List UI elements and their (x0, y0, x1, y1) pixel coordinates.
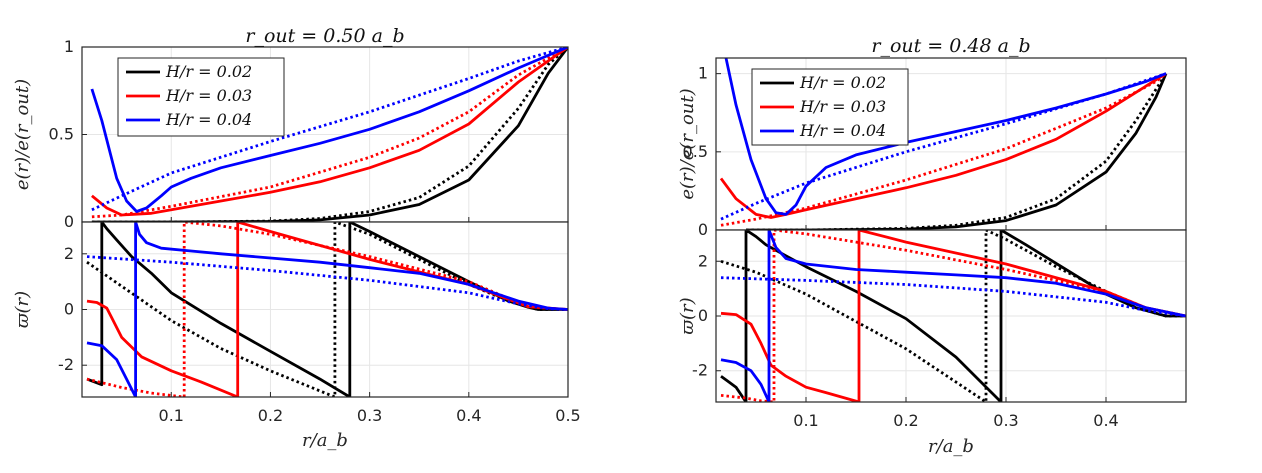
legend-entry: H/r = 0.02 (165, 62, 252, 81)
y-axis-label: e(r)/e(r_out) (12, 79, 33, 190)
y-tick-label: 2 (64, 244, 74, 263)
y-tick-label: 0 (698, 306, 708, 325)
y-tick-label: 0.5 (49, 125, 74, 144)
series-group (86, 222, 568, 397)
panel-periapsis: -2 0 2 ϖ(r) (12, 221, 569, 398)
legend-entry: H/r = 0.04 (799, 121, 886, 140)
panel-eccentricity: 0 0.5 1 e(r)/e(r_out) (12, 37, 569, 231)
x-axis-label: r/a_b (302, 430, 348, 451)
series-line-h-r-0-04-dotted (86, 255, 568, 311)
series-line-h-r-0-02-dotted (746, 72, 1168, 230)
legend-entry: H/r = 0.03 (799, 97, 886, 116)
legend: H/r = 0.02 H/r = 0.03 H/r = 0.04 (117, 57, 285, 137)
x-tick-label: 0.4 (456, 406, 481, 425)
series-line-h-r-0-03-dotted (86, 222, 568, 397)
chart-title: r_out = 0.48 a_b (871, 35, 1030, 57)
y-tick-label: -2 (58, 355, 74, 374)
x-tick-label: 0.3 (357, 406, 382, 425)
y-tick-label: 0 (64, 212, 74, 231)
chart-title: r_out = 0.50 a_b (245, 25, 404, 47)
series-line-h-r-0-03-solid (719, 72, 1167, 219)
series-line-h-r-0-04-solid (90, 47, 568, 213)
x-tick-label: 0.1 (793, 411, 818, 430)
series-line-h-r-0-03-dotted (720, 230, 1186, 402)
series-line-h-r-0-04-dotted (91, 47, 568, 212)
x-tick-label: 0.4 (1093, 411, 1118, 430)
y-tick-label: 0.5 (683, 142, 708, 161)
chart-1: r_out = 0.50 a_b 0 0.5 1 e(r)/e(r_out) -2 0 2 ϖ(… (12, 25, 581, 451)
series-line-h-r-0-04-solid (86, 222, 568, 397)
series-group (719, 58, 1168, 230)
y-tick-label: 2 (698, 251, 708, 270)
y-axis-label: e(r)/e(r_out) (677, 88, 698, 199)
series-line-h-r-0-03-solid (720, 230, 1186, 402)
x-tick-label: 0.5 (555, 406, 580, 425)
series-line-h-r-0-03-dotted (720, 72, 1167, 227)
x-tick-label: 0.3 (993, 411, 1018, 430)
chart-2: r_out = 0.48 a_b 0 0.5 1e(r)/e(r_out) -2 0 2 ϖ(… (677, 35, 1187, 457)
y-tick-label: -2 (692, 361, 708, 380)
y-tick-label: 1 (698, 64, 708, 83)
y-tick-label: 0 (64, 300, 74, 319)
series-line-h-r-0-03-dotted (91, 47, 568, 219)
series-group (720, 230, 1186, 402)
y-tick-label: 1 (64, 37, 74, 56)
x-tick-label: 0.2 (893, 411, 918, 430)
legend-entry: H/r = 0.04 (165, 110, 252, 129)
y-axis-label: ϖ(r) (677, 297, 698, 334)
x-axis-label: r/a_b (928, 436, 974, 457)
legend-entry: H/r = 0.03 (165, 86, 252, 105)
legend-entry: H/r = 0.02 (799, 73, 886, 92)
legend: H/r = 0.02 H/r = 0.03 H/r = 0.04 (751, 68, 909, 146)
panel-periapsis: -2 0 2 ϖ(r) (677, 229, 1187, 403)
y-axis-label: ϖ(r) (12, 291, 33, 328)
x-tick-label: 0.2 (258, 406, 283, 425)
y-tick-label: 0 (698, 220, 708, 239)
series-line-h-r-0-04-solid (720, 230, 1186, 402)
x-tick-label: 0.1 (159, 406, 184, 425)
